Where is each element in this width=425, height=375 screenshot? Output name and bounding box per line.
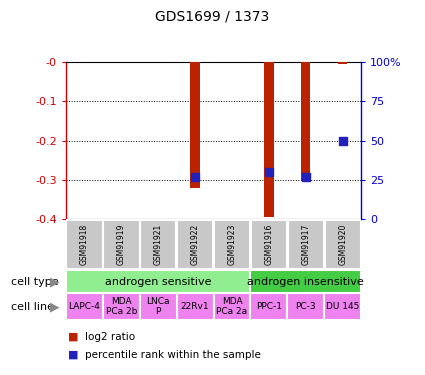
FancyBboxPatch shape xyxy=(103,220,139,270)
Bar xyxy=(301,62,311,180)
Bar xyxy=(66,293,103,320)
Text: ▶: ▶ xyxy=(51,300,60,313)
Text: GSM91921: GSM91921 xyxy=(154,224,163,266)
Text: GSM91918: GSM91918 xyxy=(80,224,89,266)
Point xyxy=(266,169,272,175)
Text: MDA
PCa 2a: MDA PCa 2a xyxy=(216,297,248,316)
Text: cell type: cell type xyxy=(11,277,58,286)
Bar xyxy=(250,270,361,293)
Bar xyxy=(190,62,200,188)
Text: GDS1699 / 1373: GDS1699 / 1373 xyxy=(156,9,269,23)
FancyBboxPatch shape xyxy=(214,220,250,270)
Point xyxy=(192,174,198,180)
Text: androgen sensitive: androgen sensitive xyxy=(105,277,211,286)
Bar xyxy=(264,62,274,217)
Text: log2 ratio: log2 ratio xyxy=(85,332,135,342)
Bar xyxy=(66,270,250,293)
Bar xyxy=(250,293,287,320)
Text: LNCa
P: LNCa P xyxy=(147,297,170,316)
FancyBboxPatch shape xyxy=(288,220,324,270)
Bar xyxy=(103,293,140,320)
FancyBboxPatch shape xyxy=(251,220,287,270)
Text: MDA
PCa 2b: MDA PCa 2b xyxy=(105,297,137,316)
Text: GSM91923: GSM91923 xyxy=(227,224,237,266)
FancyBboxPatch shape xyxy=(325,220,361,270)
Bar xyxy=(287,293,324,320)
FancyBboxPatch shape xyxy=(177,220,213,270)
Text: ■: ■ xyxy=(68,332,79,342)
Text: DU 145: DU 145 xyxy=(326,302,360,311)
Text: GSM91920: GSM91920 xyxy=(338,224,347,266)
Text: percentile rank within the sample: percentile rank within the sample xyxy=(85,350,261,360)
Text: ■: ■ xyxy=(68,350,79,360)
Text: PPC-1: PPC-1 xyxy=(256,302,282,311)
Bar xyxy=(140,293,177,320)
Text: cell line: cell line xyxy=(11,302,54,312)
Text: GSM91917: GSM91917 xyxy=(301,224,310,266)
Text: 22Rv1: 22Rv1 xyxy=(181,302,210,311)
Text: GSM91922: GSM91922 xyxy=(190,224,200,266)
Text: PC-3: PC-3 xyxy=(295,302,316,311)
Point xyxy=(303,174,309,180)
Text: androgen insensitive: androgen insensitive xyxy=(247,277,364,286)
Text: LAPC-4: LAPC-4 xyxy=(68,302,100,311)
Bar xyxy=(338,62,347,64)
Text: GSM91919: GSM91919 xyxy=(117,224,126,266)
FancyBboxPatch shape xyxy=(66,220,102,270)
Text: GSM91916: GSM91916 xyxy=(264,224,273,266)
Bar xyxy=(324,293,361,320)
Text: ▶: ▶ xyxy=(51,275,60,288)
Point xyxy=(340,138,346,144)
Bar xyxy=(177,293,213,320)
Bar xyxy=(213,293,250,320)
FancyBboxPatch shape xyxy=(140,220,176,270)
